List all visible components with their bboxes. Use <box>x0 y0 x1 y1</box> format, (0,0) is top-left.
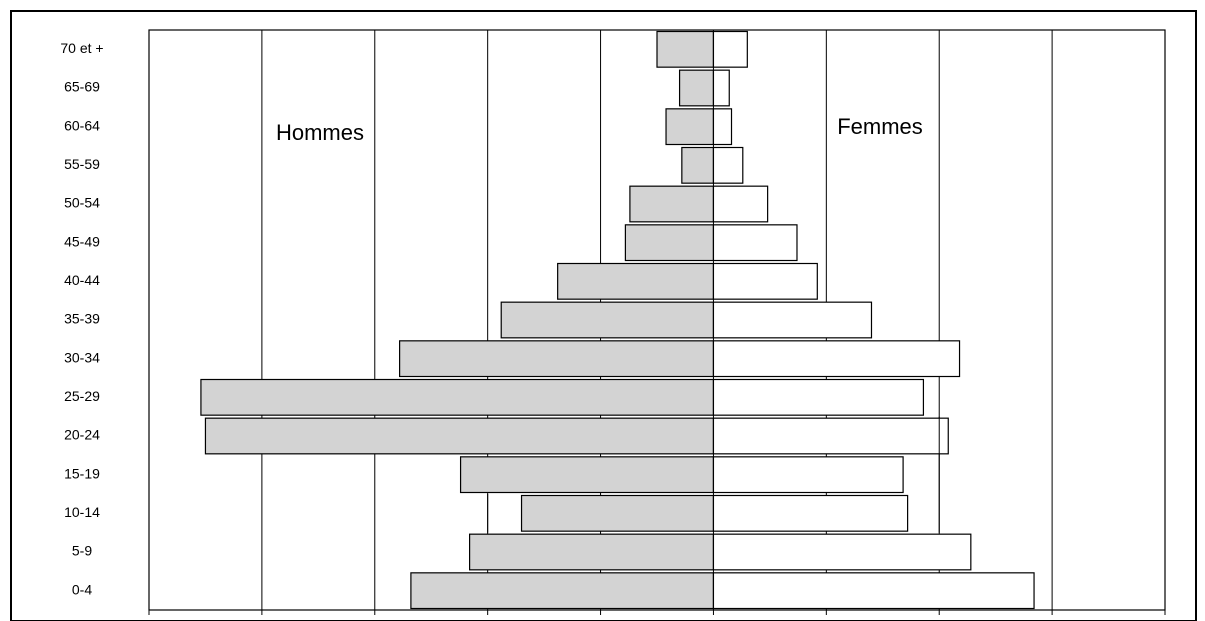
x-tick-label: 100 <box>928 616 952 621</box>
x-tick-label: 200 <box>250 616 274 621</box>
bar-femmes-0-4 <box>712 572 1035 610</box>
category-label: 10-14 <box>64 504 100 520</box>
category-label: 0-4 <box>72 581 92 597</box>
bar-hommes-65-69 <box>678 69 715 107</box>
category-label: 35-39 <box>64 311 100 327</box>
category-label: 25-29 <box>64 388 100 404</box>
category-label: 70 et + <box>60 40 103 56</box>
bar-femmes-55-59 <box>712 146 744 184</box>
bar-hommes-55-59 <box>681 146 715 184</box>
bar-hommes-10-14 <box>520 494 715 532</box>
category-label: 30-34 <box>64 349 100 365</box>
bar-hommes-25-29 <box>200 378 715 416</box>
x-tick-labels: 250 200 150 100 50 0 50 100 150 200 <box>137 610 1177 621</box>
bar-hommes-0-4 <box>410 572 715 610</box>
category-label: 40-44 <box>64 272 100 288</box>
bar-hommes-70 et + <box>656 30 715 68</box>
x-tick-label: 200 <box>1153 616 1177 621</box>
bar-hommes-35-39 <box>500 301 715 339</box>
category-label: 55-59 <box>64 156 100 172</box>
series-labels: Hommes Femmes <box>276 114 923 145</box>
series-label-femmes: Femmes <box>837 114 923 139</box>
bars <box>200 30 1035 610</box>
category-label: 20-24 <box>64 427 100 443</box>
bar-femmes-50-54 <box>712 185 769 223</box>
bar-hommes-40-44 <box>557 262 715 300</box>
bar-femmes-20-24 <box>712 417 949 455</box>
category-label: 50-54 <box>64 195 100 211</box>
bar-femmes-45-49 <box>712 224 798 262</box>
x-tick-label: 50 <box>593 616 609 621</box>
bar-femmes-30-34 <box>712 340 961 378</box>
bar-femmes-60-64 <box>712 108 733 146</box>
bar-hommes-20-24 <box>204 417 715 455</box>
category-label: 45-49 <box>64 233 100 249</box>
bar-femmes-25-29 <box>712 378 925 416</box>
bar-femmes-10-14 <box>712 494 909 532</box>
bar-femmes-70 et + <box>712 30 748 68</box>
category-label: 5-9 <box>72 543 92 559</box>
bar-femmes-15-19 <box>712 456 904 494</box>
bar-hommes-15-19 <box>459 456 715 494</box>
category-label: 15-19 <box>64 465 100 481</box>
bar-hommes-45-49 <box>624 224 715 262</box>
bar-hommes-5-9 <box>469 533 715 571</box>
bar-femmes-40-44 <box>712 262 818 300</box>
plot-area-border <box>148 29 1166 611</box>
x-tick-label: 0 <box>710 616 718 621</box>
category-label: 60-64 <box>64 117 100 133</box>
x-tick-label: 50 <box>819 616 835 621</box>
x-tick-label: 150 <box>1040 616 1064 621</box>
bar-femmes-35-39 <box>712 301 873 339</box>
series-label-hommes: Hommes <box>276 120 364 145</box>
bar-hommes-30-34 <box>399 340 715 378</box>
category-labels: 0-4 5-9 10-14 15-19 20-24 25-29 30-34 35-39 40-4… <box>60 40 103 597</box>
x-tick-label: 150 <box>363 616 387 621</box>
bar-femmes-5-9 <box>712 533 972 571</box>
x-tick-label: 100 <box>476 616 500 621</box>
category-label: 65-69 <box>64 79 100 95</box>
bar-hommes-60-64 <box>665 108 715 146</box>
x-tick-label: 250 <box>137 616 161 621</box>
bar-femmes-65-69 <box>712 69 730 107</box>
bar-hommes-50-54 <box>629 185 715 223</box>
